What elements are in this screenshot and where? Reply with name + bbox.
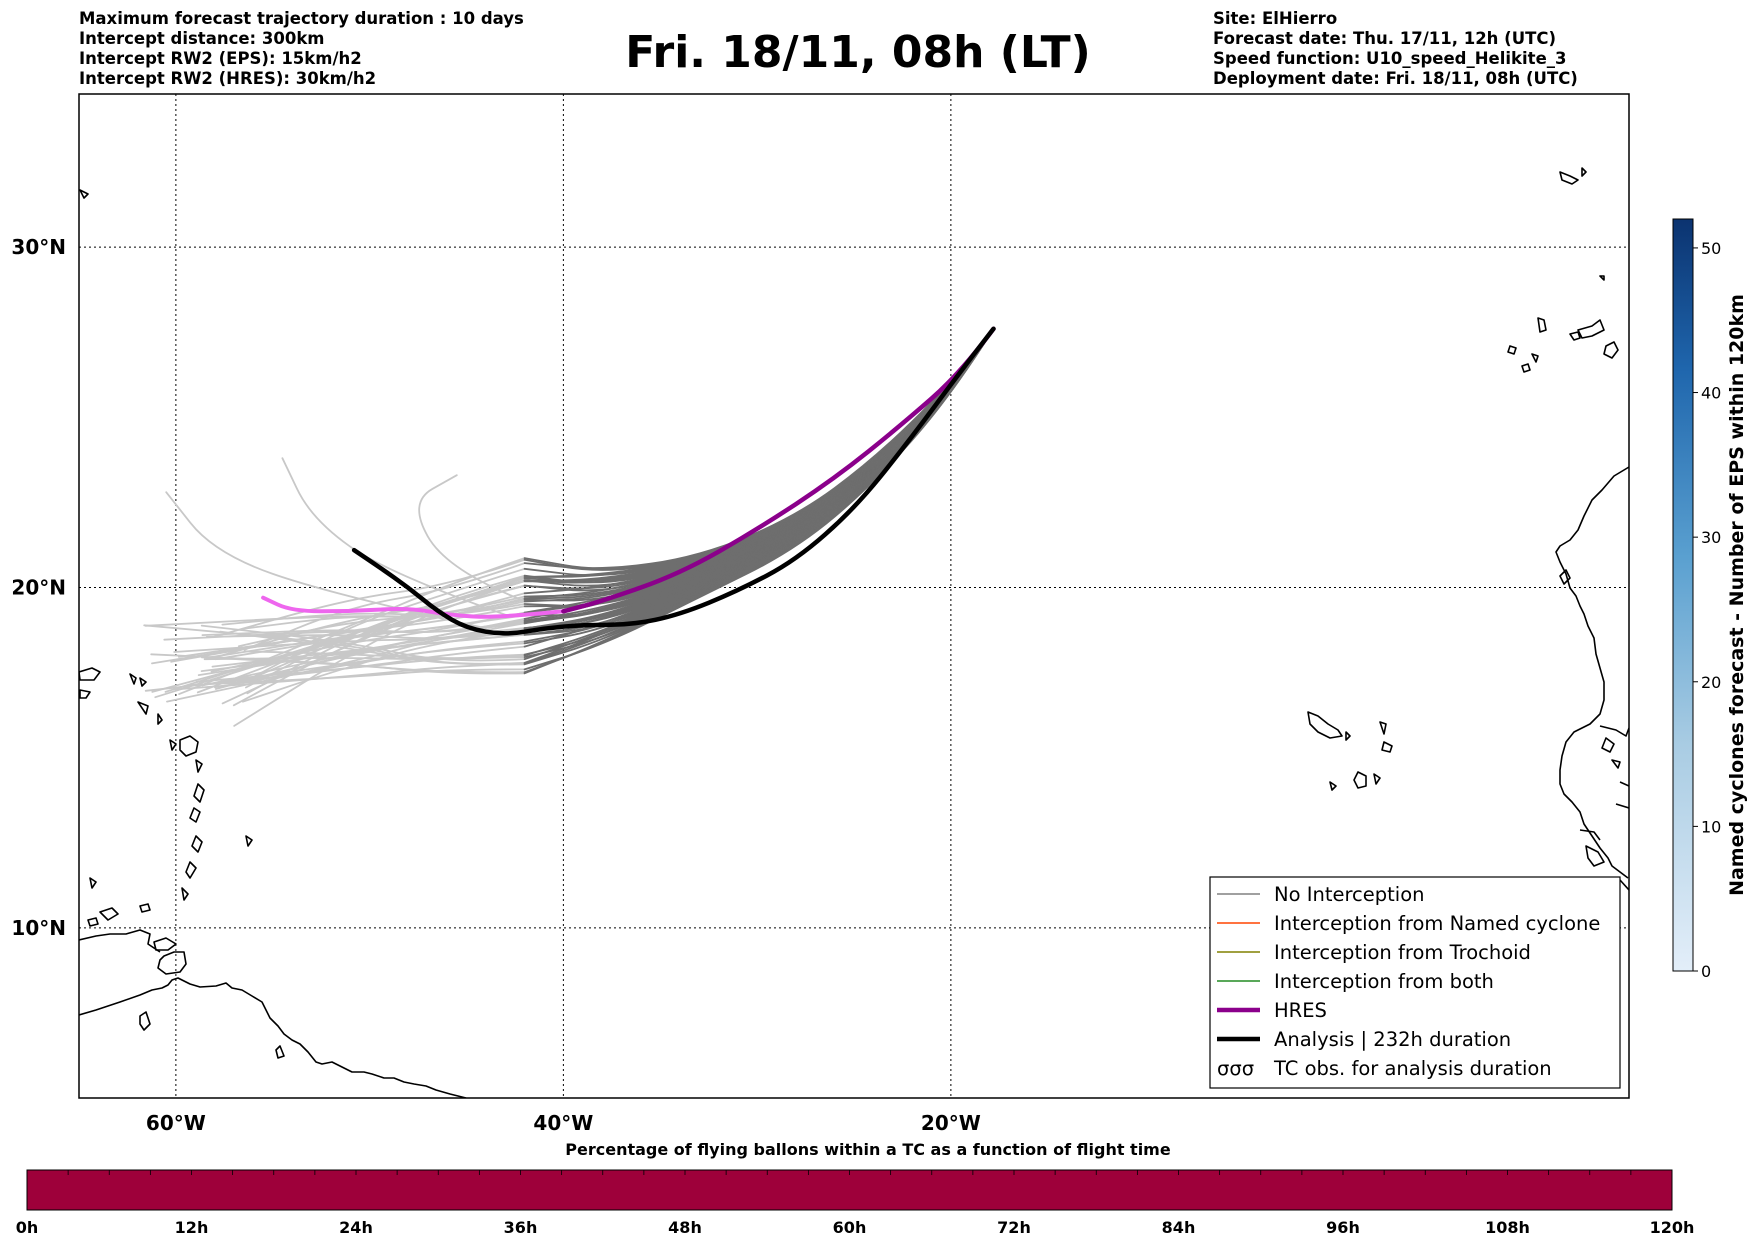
coast-bissau	[1579, 829, 1629, 891]
legend-box	[1209, 876, 1621, 1089]
eps-trajectories-early	[523, 327, 995, 675]
info-forecast-date: Forecast date: Thu. 17/11, 12h (UTC)	[1213, 29, 1556, 48]
coast-madeira	[1559, 167, 1605, 281]
legend-label: No Interception	[1274, 883, 1425, 906]
legend-label: Interception from Named cyclone	[1274, 912, 1600, 935]
coast-islands-sw	[87, 903, 151, 927]
coast-lesser-antilles	[89, 735, 253, 901]
eps-trajectory-late	[218, 580, 526, 658]
colorbar-tick-label: 30	[1701, 528, 1721, 547]
lat-tick-label: 10°N	[11, 916, 66, 940]
map-panel	[79, 94, 1629, 1098]
coast-cape-verde	[1307, 711, 1393, 791]
lat-tick-label: 30°N	[11, 235, 66, 259]
legend-label: Interception from Trochoid	[1274, 941, 1531, 964]
map-frame	[78, 93, 1630, 1099]
eps-trajectories-late	[143, 457, 526, 727]
info-deployment-date: Deployment date: Fri. 18/11, 08h (UTC)	[1213, 69, 1578, 88]
bottom-bar-tick-label: 48h	[668, 1218, 702, 1237]
info-intercept-distance: Intercept distance: 300km	[79, 29, 325, 48]
eps-trajectory-late	[233, 580, 526, 727]
eps-trajectory-late	[170, 597, 526, 663]
map-axis-labels: 60°W 40°W 20°W 30°N 20°N 10°N	[11, 235, 980, 1135]
coastlines	[79, 167, 1629, 1098]
colorbar: 0 10 20 30 40 50	[1672, 218, 1721, 981]
bottom-percentage-bar: 0h 12h 24h 36h 48h 60h 72h 84h 96h 108h 120h	[16, 1169, 1695, 1237]
right-info-block: Site: ElHierro Forecast date: Thu. 17/11…	[1213, 9, 1578, 88]
legend-label: Interception from both	[1274, 970, 1494, 993]
analysis-trajectory	[351, 326, 996, 636]
coast-senegal-river	[1559, 569, 1629, 809]
coast-west-africa	[1555, 466, 1629, 879]
colorbar-tick-label: 20	[1701, 673, 1721, 692]
coast-canaries	[1507, 317, 1619, 363]
bottom-bar-tick-label: 36h	[504, 1218, 538, 1237]
tc-symbol-icon: σσσ	[1217, 1057, 1254, 1080]
eps-trajectory-early	[523, 327, 995, 569]
eps-trajectory-late	[164, 576, 526, 693]
bottom-bar-tick-label: 108h	[1485, 1218, 1530, 1237]
lon-tick-label: 20°W	[921, 1111, 981, 1135]
coast-puerto-rico	[79, 667, 177, 751]
left-info-block: Maximum forecast trajectory duration : 1…	[79, 9, 524, 88]
eps-trajectory-late	[418, 474, 526, 602]
coast-hispaniola-tip	[79, 189, 89, 199]
legend: No Interception Interception from Named c…	[1209, 876, 1621, 1089]
hres-trajectory-early	[561, 326, 996, 614]
coast-south-america	[79, 977, 467, 1098]
colorbar-tick-label: 40	[1701, 384, 1721, 403]
hres-trajectory-late	[261, 595, 566, 619]
bottom-bar-tick-label: 96h	[1326, 1218, 1360, 1237]
bottom-bar-tick-label: 60h	[833, 1218, 867, 1237]
info-speed-function: Speed function: U10_speed_Helikite_3	[1213, 49, 1567, 68]
colorbar-tick-label: 10	[1701, 817, 1721, 836]
bottom-bar-tick-label: 72h	[997, 1218, 1031, 1237]
lon-tick-label: 40°W	[533, 1111, 593, 1135]
bottom-bar-tick-label: 24h	[339, 1218, 373, 1237]
coast-guyana-river	[139, 1011, 285, 1059]
info-intercept-eps: Intercept RW2 (EPS): 15km/h2	[79, 49, 362, 68]
eps-trajectory-late	[174, 662, 526, 691]
bottom-bar-tick-label: 120h	[1650, 1218, 1695, 1237]
info-max-duration: Maximum forecast trajectory duration : 1…	[79, 9, 524, 28]
legend-label: Analysis | 232h duration	[1274, 1028, 1511, 1051]
legend-label: TC obs. for analysis duration	[1273, 1057, 1552, 1080]
info-site: Site: ElHierro	[1213, 9, 1337, 28]
eps-trajectory-late	[243, 562, 526, 651]
bottom-bar-tick-label: 0h	[16, 1218, 39, 1237]
colorbar-tick-label: 50	[1701, 239, 1721, 258]
lat-tick-label: 20°N	[11, 575, 66, 599]
legend-label: HRES	[1274, 999, 1327, 1022]
colorbar-gradient	[1672, 218, 1694, 972]
eps-trajectory-late	[178, 557, 526, 695]
eps-trajectory-late	[210, 611, 526, 673]
figure-title: Fri. 18/11, 08h (LT)	[625, 27, 1090, 78]
bottom-bar-tick-label: 12h	[175, 1218, 209, 1237]
eps-trajectory-late	[242, 629, 526, 703]
bottom-bar-tick-label: 84h	[1162, 1218, 1196, 1237]
colorbar-tick-label: 0	[1701, 962, 1711, 981]
colorbar-label: Named cyclones forecast - Number of EPS …	[1726, 294, 1748, 896]
coast-trinidad	[157, 951, 187, 975]
coast-venezuela	[79, 929, 161, 953]
eps-trajectory-late	[150, 653, 526, 675]
lon-tick-label: 60°W	[146, 1111, 206, 1135]
info-intercept-hres: Intercept RW2 (HRES): 30km/h2	[79, 69, 376, 88]
bottom-bar-title: Percentage of flying ballons within a TC…	[565, 1140, 1171, 1159]
coast-el-hierro	[1521, 363, 1531, 373]
bottom-bar-fill	[26, 1169, 1673, 1211]
